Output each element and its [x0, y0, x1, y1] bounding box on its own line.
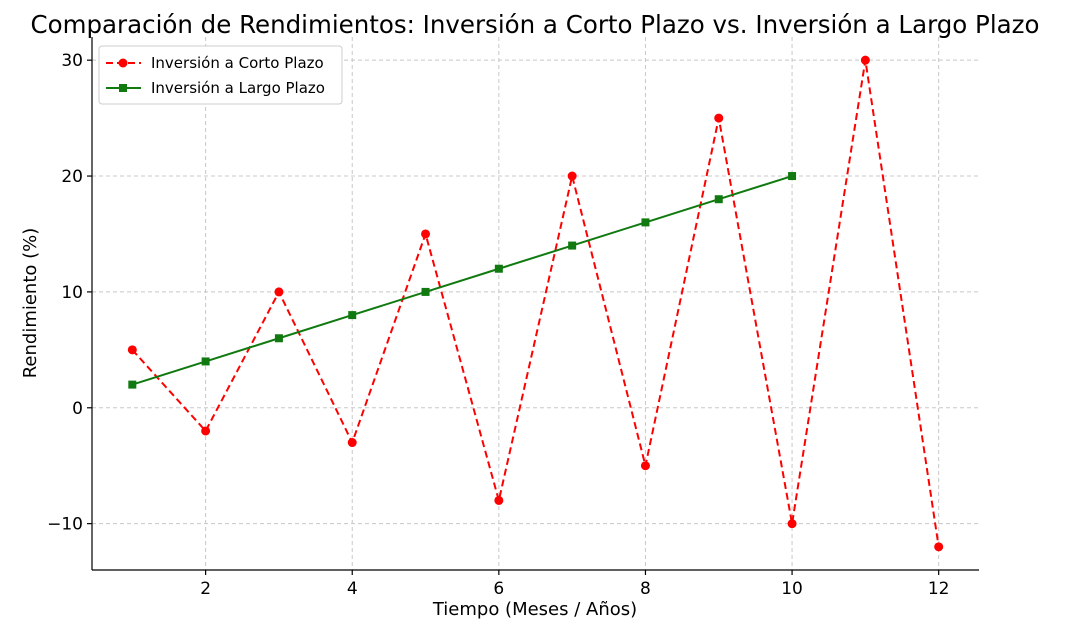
- point-corto-plazo-1: [127, 345, 137, 355]
- x-tick-label-8: 8: [640, 579, 651, 599]
- legend-label-largo-plazo: Inversión a Largo Plazo: [151, 79, 325, 97]
- point-corto-plazo-9: [714, 113, 724, 123]
- y-tick-label-3: 20: [61, 167, 83, 187]
- point-corto-plazo-10: [787, 519, 797, 529]
- x-tick-label-12: 12: [928, 579, 950, 599]
- x-axis-title: Tiempo (Meses / Años): [432, 599, 637, 620]
- point-largo-plazo-10: [788, 172, 797, 181]
- point-largo-plazo-7: [568, 241, 577, 250]
- point-corto-plazo-12: [934, 542, 944, 552]
- point-largo-plazo-6: [494, 264, 503, 273]
- legend-marker-corto-plazo: [118, 58, 128, 68]
- series-corto-plazo: [127, 55, 944, 552]
- point-corto-plazo-4: [347, 438, 357, 448]
- series-line-largo-plazo: [132, 175, 793, 386]
- y-tick-label-2: 10: [61, 283, 83, 303]
- legend: Inversión a Corto Plazo Inversión a Larg…: [98, 45, 343, 105]
- series-line-corto-plazo: [131, 59, 940, 547]
- x-tick-label-10: 10: [781, 579, 803, 599]
- point-largo-plazo-1: [128, 380, 137, 389]
- point-largo-plazo-9: [714, 195, 723, 204]
- point-corto-plazo-8: [640, 461, 650, 471]
- point-largo-plazo-3: [274, 334, 283, 343]
- point-largo-plazo-8: [641, 218, 650, 227]
- point-corto-plazo-5: [421, 229, 431, 239]
- y-axis-title: Rendimiento (%): [20, 228, 41, 379]
- legend-marker-largo-plazo: [119, 84, 127, 92]
- legend-box: [98, 45, 343, 105]
- point-corto-plazo-7: [567, 171, 577, 181]
- point-corto-plazo-2: [201, 426, 211, 436]
- y-tick-label-4: 30: [61, 51, 83, 71]
- chart-title: Comparación de Rendimientos: Inversión a…: [30, 10, 1039, 39]
- point-largo-plazo-5: [421, 287, 430, 296]
- x-tick-label-2: 2: [200, 579, 211, 599]
- y-tick-label-0: −10: [47, 515, 83, 535]
- point-corto-plazo-6: [494, 495, 504, 505]
- point-largo-plazo-4: [348, 311, 357, 320]
- point-largo-plazo-2: [201, 357, 210, 366]
- point-corto-plazo-11: [860, 55, 870, 65]
- y-ticks: −10 0 10 20 30: [47, 51, 92, 535]
- grid: [92, 37, 979, 570]
- series-largo-plazo: [128, 172, 797, 389]
- x-tick-label-6: 6: [493, 579, 504, 599]
- y-tick-label-1: 0: [72, 399, 83, 419]
- legend-label-corto-plazo: Inversión a Corto Plazo: [151, 54, 324, 72]
- x-ticks: 2 4 6 8 10 12: [200, 570, 950, 599]
- x-tick-label-4: 4: [347, 579, 358, 599]
- point-corto-plazo-3: [274, 287, 284, 297]
- axes: [91, 37, 979, 571]
- series-layer: [127, 55, 944, 552]
